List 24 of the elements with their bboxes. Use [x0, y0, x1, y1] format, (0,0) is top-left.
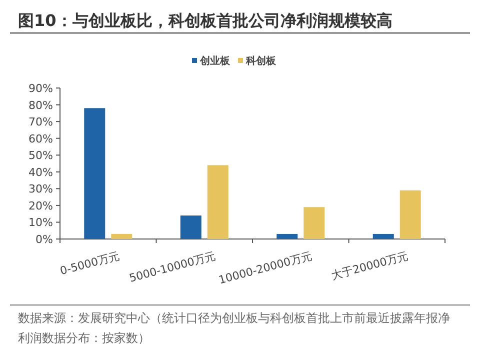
y-tick-label: 90% — [28, 82, 53, 95]
y-tick-label: 0% — [36, 233, 53, 246]
y-tick-label: 70% — [28, 116, 53, 129]
y-tick-label: 80% — [28, 98, 53, 112]
y-tick-label: 10% — [28, 216, 53, 230]
y-tick-label: 30% — [28, 182, 53, 196]
bar — [207, 165, 228, 239]
bar — [111, 234, 132, 239]
legend-label: 科创板 — [245, 55, 277, 67]
bar — [276, 234, 298, 239]
legend-label: 创业板 — [199, 55, 231, 67]
bar — [84, 108, 106, 239]
x-tick-label: 大于20000万元 — [330, 249, 410, 282]
y-tick-label: 20% — [28, 199, 53, 212]
bar — [400, 190, 421, 239]
bar — [180, 216, 202, 239]
y-tick-label: 50% — [28, 149, 53, 162]
source-note: 数据来源：发展研究中心（统计口径为创业板与科创板首批上市前最近披露年报净利润数据分布：按家数） — [18, 311, 450, 345]
y-tick-label: 40% — [28, 166, 53, 179]
x-tick-label: 0-5000万元 — [58, 249, 121, 278]
bar — [372, 234, 394, 239]
chart-title: 图10：与创业板比，科创板首批公司净利润规模较高 — [18, 11, 392, 30]
bar — [304, 207, 325, 239]
y-tick-label: 60% — [28, 132, 53, 146]
